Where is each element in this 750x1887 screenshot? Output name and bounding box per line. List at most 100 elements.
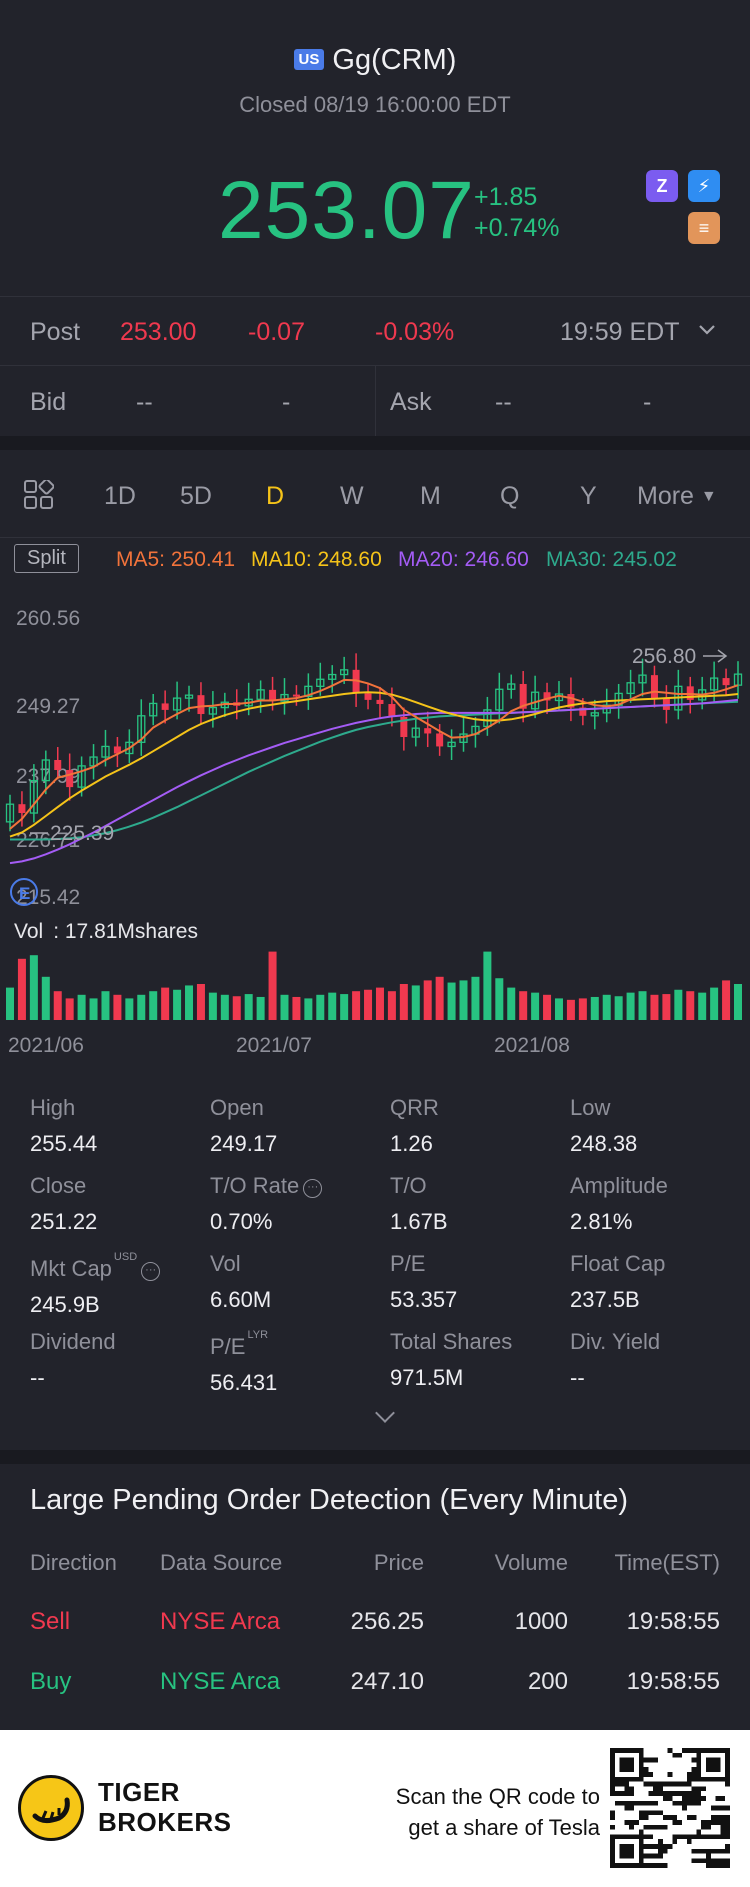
stat-cell: P/E 53.357 (390, 1251, 570, 1313)
volume-bar (17, 958, 26, 1020)
volume-bar (435, 976, 444, 1020)
volume-bar (543, 994, 552, 1020)
stat-cell: Close 251.22 (30, 1173, 210, 1235)
date-label: 2021/06 (8, 1034, 84, 1057)
volume-bar (507, 987, 516, 1020)
stat-label: Div. Yield (570, 1329, 750, 1355)
tab-q[interactable]: Q (500, 482, 520, 510)
candle-body (400, 716, 408, 738)
promo-line: Scan the QR code to (395, 1784, 600, 1809)
candle-body (364, 693, 372, 700)
candle-body (5, 803, 15, 823)
tab-more[interactable]: More ▼ (637, 482, 717, 511)
candle-body (77, 765, 86, 788)
price-axis: 260.56 249.27 237.99 226.71 215.42 (16, 607, 80, 909)
post-label: Post (30, 318, 81, 346)
volume-bar (411, 985, 420, 1020)
bid-ask-row: Bid -- - Ask -- - (0, 366, 750, 436)
grid-layout-icon[interactable] (24, 480, 54, 510)
candle-body (29, 779, 39, 814)
volume-bar (137, 994, 146, 1020)
tab-1d[interactable]: 1D (104, 482, 136, 510)
ma10-value: MA10: 248.60 (251, 548, 382, 571)
stat-cell: P/E LYR 56.431 (210, 1329, 390, 1396)
candle-body (722, 678, 730, 686)
order-time: 19:58:55 (626, 1668, 720, 1695)
order-direction: Sell (30, 1608, 71, 1635)
stat-label: Total Shares (390, 1329, 570, 1355)
info-more-icon[interactable]: ··· (303, 1179, 323, 1198)
stat-label-text: Float Cap (570, 1251, 666, 1276)
volume-bar (375, 987, 384, 1020)
stat-cell: Total Shares 971.5M (390, 1329, 570, 1391)
tab-w[interactable]: W (340, 482, 364, 510)
candle-body (54, 759, 62, 771)
stat-label: T/O Rate ··· (210, 1173, 390, 1199)
bid-label: Bid (30, 388, 67, 416)
candle-body (113, 746, 121, 754)
tab-y[interactable]: Y (580, 482, 597, 510)
volume-bars (6, 951, 742, 1020)
volume-bar (674, 989, 683, 1020)
candle-body (495, 688, 504, 711)
post-change-pct: -0.03% (375, 318, 455, 346)
price-change-block: +1.85 +0.74% (474, 182, 560, 245)
period-tabs: 1D 5D D W M Q Y More ▼ (0, 450, 750, 538)
price-change-pct: +0.74% (474, 214, 560, 243)
stat-label-text: Open (210, 1095, 264, 1120)
volume-bar (89, 998, 98, 1020)
stat-label: P/E LYR (210, 1329, 390, 1360)
zt-icon[interactable]: Z (646, 170, 678, 202)
volume-bar (328, 992, 337, 1020)
chevron-down-icon[interactable] (698, 323, 716, 337)
stack-a-icon[interactable]: ≡ (688, 212, 720, 244)
volume-bar (29, 955, 38, 1020)
orders-title: Large Pending Order Detection (Every Min… (30, 1484, 629, 1516)
high-marker-arrowhead (717, 649, 728, 663)
stat-value: -- (570, 1365, 585, 1390)
tab-d[interactable]: D (266, 482, 285, 510)
candle-body (733, 673, 743, 686)
volume-bar (340, 994, 349, 1020)
info-more-icon[interactable]: ··· (141, 1262, 161, 1281)
event-marker-icon[interactable] (10, 878, 38, 906)
col-price: Price (373, 1550, 424, 1575)
stat-value: 237.5B (570, 1287, 640, 1312)
bid-size: - (282, 388, 291, 416)
brand-line: BROKERS (98, 1806, 232, 1837)
market-badge: US (293, 49, 325, 70)
split-button[interactable]: Split (14, 544, 79, 573)
candle-body (411, 727, 420, 738)
candlestick-chart[interactable]: 260.56 249.27 237.99 226.71 215.42 256.8… (0, 600, 750, 1060)
candle-body (483, 709, 492, 728)
candle-body (662, 698, 670, 710)
volume-bar (734, 984, 742, 1020)
expand-chevron-icon[interactable] (375, 1403, 395, 1423)
tab-m[interactable]: M (420, 482, 441, 510)
volume-bar (387, 991, 396, 1020)
post-market-row[interactable]: Post 253.00 -0.07 -0.03% 19:59 EDT (0, 296, 750, 366)
volume-bar (578, 998, 587, 1020)
candle-body (101, 745, 110, 758)
stat-cell: Amplitude 2.81% (570, 1173, 750, 1235)
stat-label-text: Mkt Cap (30, 1256, 112, 1281)
qr-code-icon[interactable] (610, 1748, 730, 1868)
stat-value: 56.431 (210, 1370, 278, 1395)
candle-body (543, 692, 551, 701)
stat-label-text: Vol (210, 1251, 241, 1276)
ma-lines (9, 678, 739, 865)
volume-bar (173, 989, 182, 1020)
tab-5d[interactable]: 5D (180, 482, 212, 510)
lightning-level1-icon[interactable]: ⚡ (688, 170, 720, 202)
stat-label-text: T/O Rate (210, 1173, 300, 1198)
volume-bar (53, 991, 62, 1020)
low-marker: 225.39 (50, 822, 114, 845)
volume-bar (41, 976, 50, 1020)
volume-bar (268, 951, 277, 1020)
order-volume: 200 (527, 1668, 568, 1695)
ma20-line (9, 698, 739, 865)
candle-body (424, 728, 432, 734)
volume-bar (662, 994, 671, 1020)
candle-body (256, 689, 265, 700)
col-direction: Direction (30, 1550, 117, 1575)
